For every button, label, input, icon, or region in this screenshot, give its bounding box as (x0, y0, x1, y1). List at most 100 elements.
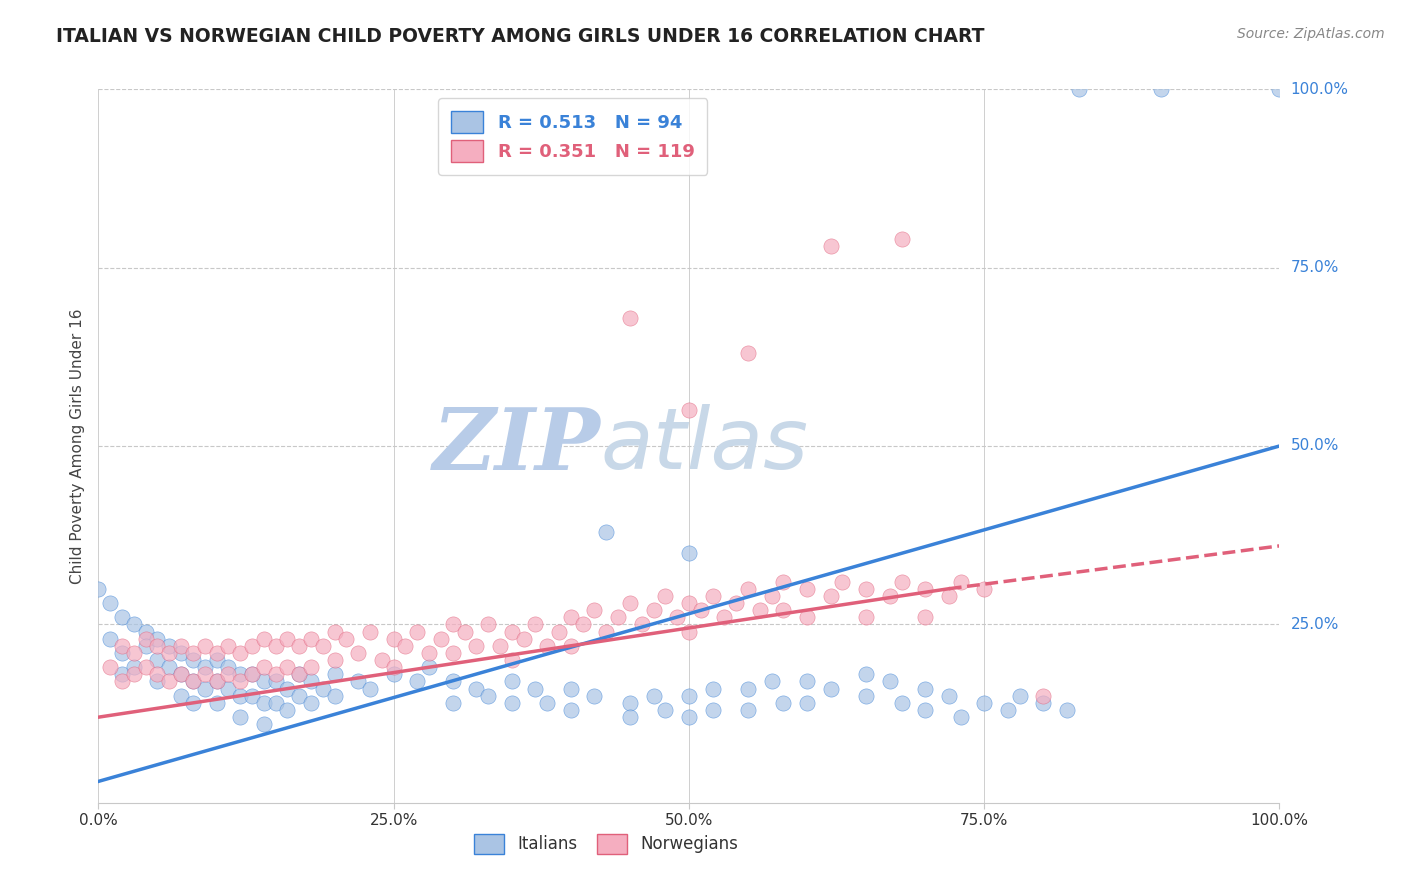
Point (855, 667, 877, 681)
Point (122, 646, 145, 660)
Point (205, 653, 228, 667)
Point (312, 681, 335, 696)
Point (501, 674, 523, 689)
Point (170, 667, 193, 681)
Point (477, 689, 499, 703)
Point (938, 589, 960, 603)
Point (796, 582, 818, 596)
Point (323, 624, 346, 639)
Point (98, 660, 121, 674)
Text: 100.0%: 100.0% (1291, 82, 1348, 96)
Point (831, 574, 853, 589)
Point (914, 610, 936, 624)
Point (512, 632, 534, 646)
Point (973, 582, 995, 596)
Point (441, 646, 464, 660)
Point (678, 710, 700, 724)
Point (205, 646, 228, 660)
Point (619, 696, 641, 710)
Point (501, 653, 523, 667)
Point (748, 603, 770, 617)
Point (689, 603, 711, 617)
Point (879, 674, 901, 689)
Point (820, 681, 842, 696)
Point (217, 639, 239, 653)
Point (299, 696, 322, 710)
Point (170, 667, 193, 681)
Point (643, 689, 665, 703)
Point (607, 610, 630, 624)
Point (253, 660, 276, 674)
Point (323, 667, 346, 681)
Point (229, 689, 252, 703)
Point (194, 660, 217, 674)
Point (914, 582, 936, 596)
Point (524, 681, 547, 696)
Point (382, 632, 405, 646)
Point (997, 703, 1019, 717)
Point (725, 596, 748, 610)
Point (312, 639, 335, 653)
Point (288, 639, 311, 653)
Point (654, 703, 676, 717)
Point (323, 689, 346, 703)
Point (973, 696, 995, 710)
Point (135, 624, 157, 639)
Point (678, 546, 700, 560)
Point (796, 674, 818, 689)
Point (382, 660, 405, 674)
Point (288, 667, 311, 681)
Point (914, 681, 936, 696)
Point (347, 646, 370, 660)
Point (146, 674, 169, 689)
Point (288, 689, 311, 703)
Point (1268, 82, 1291, 96)
Point (430, 632, 453, 646)
Point (98, 632, 121, 646)
Point (406, 624, 429, 639)
Text: ZIP: ZIP (433, 404, 600, 488)
Point (560, 703, 582, 717)
Point (122, 660, 145, 674)
Point (643, 603, 665, 617)
Point (465, 639, 488, 653)
Point (240, 689, 263, 703)
Point (583, 689, 606, 703)
Point (299, 660, 322, 674)
Point (205, 674, 228, 689)
Point (678, 403, 700, 417)
Point (702, 703, 724, 717)
Point (890, 696, 912, 710)
Point (382, 667, 405, 681)
Point (536, 639, 558, 653)
Point (276, 703, 298, 717)
Point (146, 639, 169, 653)
Point (217, 681, 239, 696)
Point (1056, 703, 1078, 717)
Point (205, 696, 228, 710)
Point (157, 660, 180, 674)
Point (772, 696, 794, 710)
Point (548, 624, 571, 639)
Point (678, 624, 700, 639)
Text: ITALIAN VS NORWEGIAN CHILD POVERTY AMONG GIRLS UNDER 16 CORRELATION CHART: ITALIAN VS NORWEGIAN CHILD POVERTY AMONG… (56, 27, 984, 45)
Point (194, 681, 217, 696)
Point (406, 674, 429, 689)
Point (217, 667, 239, 681)
Point (229, 674, 252, 689)
Point (205, 674, 228, 689)
Point (761, 674, 783, 689)
Point (253, 696, 276, 710)
Point (335, 632, 357, 646)
Point (702, 589, 724, 603)
Point (394, 639, 416, 653)
Point (170, 646, 193, 660)
Point (524, 617, 547, 632)
Point (571, 617, 593, 632)
Point (489, 639, 512, 653)
Point (264, 674, 287, 689)
Point (181, 646, 204, 660)
Point (453, 624, 475, 639)
Point (772, 603, 794, 617)
Point (359, 681, 381, 696)
